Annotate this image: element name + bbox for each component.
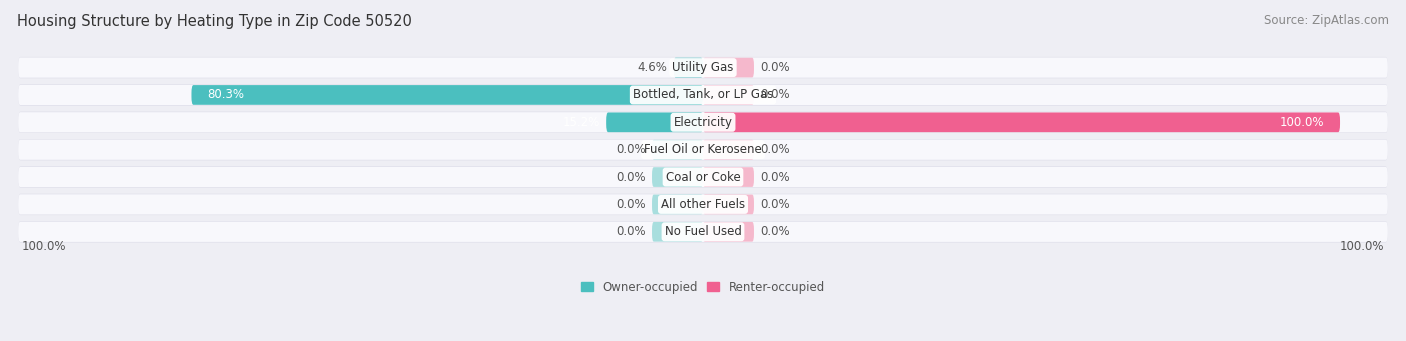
FancyBboxPatch shape bbox=[703, 195, 754, 214]
Text: Housing Structure by Heating Type in Zip Code 50520: Housing Structure by Heating Type in Zip… bbox=[17, 14, 412, 29]
FancyBboxPatch shape bbox=[18, 84, 1388, 106]
Text: Electricity: Electricity bbox=[673, 116, 733, 129]
FancyBboxPatch shape bbox=[703, 167, 754, 187]
FancyBboxPatch shape bbox=[703, 85, 754, 105]
FancyBboxPatch shape bbox=[18, 112, 1388, 132]
Text: Source: ZipAtlas.com: Source: ZipAtlas.com bbox=[1264, 14, 1389, 27]
Text: 0.0%: 0.0% bbox=[616, 170, 645, 183]
Text: Fuel Oil or Kerosene: Fuel Oil or Kerosene bbox=[644, 143, 762, 156]
FancyBboxPatch shape bbox=[191, 85, 703, 105]
Text: 0.0%: 0.0% bbox=[761, 198, 790, 211]
FancyBboxPatch shape bbox=[652, 222, 703, 242]
FancyBboxPatch shape bbox=[652, 195, 703, 214]
Text: 100.0%: 100.0% bbox=[21, 240, 66, 253]
FancyBboxPatch shape bbox=[18, 194, 1388, 214]
Text: All other Fuels: All other Fuels bbox=[661, 198, 745, 211]
FancyBboxPatch shape bbox=[652, 140, 703, 160]
Text: 100.0%: 100.0% bbox=[1340, 240, 1385, 253]
Text: 4.6%: 4.6% bbox=[637, 61, 668, 74]
FancyBboxPatch shape bbox=[18, 139, 1388, 160]
FancyBboxPatch shape bbox=[652, 167, 703, 187]
FancyBboxPatch shape bbox=[703, 58, 754, 77]
Text: Bottled, Tank, or LP Gas: Bottled, Tank, or LP Gas bbox=[633, 88, 773, 102]
FancyBboxPatch shape bbox=[606, 113, 703, 132]
Text: 0.0%: 0.0% bbox=[761, 143, 790, 156]
FancyBboxPatch shape bbox=[18, 57, 1388, 78]
FancyBboxPatch shape bbox=[18, 194, 1388, 215]
FancyBboxPatch shape bbox=[673, 58, 703, 77]
FancyBboxPatch shape bbox=[18, 139, 1388, 160]
Text: 0.0%: 0.0% bbox=[616, 143, 645, 156]
FancyBboxPatch shape bbox=[703, 140, 754, 160]
Text: Utility Gas: Utility Gas bbox=[672, 61, 734, 74]
Text: 0.0%: 0.0% bbox=[761, 170, 790, 183]
FancyBboxPatch shape bbox=[18, 57, 1388, 78]
Text: No Fuel Used: No Fuel Used bbox=[665, 225, 741, 238]
Text: 0.0%: 0.0% bbox=[761, 61, 790, 74]
Text: 0.0%: 0.0% bbox=[761, 88, 790, 102]
FancyBboxPatch shape bbox=[703, 222, 754, 242]
Text: 0.0%: 0.0% bbox=[761, 225, 790, 238]
Text: Coal or Coke: Coal or Coke bbox=[665, 170, 741, 183]
Text: 0.0%: 0.0% bbox=[616, 198, 645, 211]
Text: 100.0%: 100.0% bbox=[1279, 116, 1324, 129]
FancyBboxPatch shape bbox=[18, 221, 1388, 242]
FancyBboxPatch shape bbox=[18, 166, 1388, 188]
FancyBboxPatch shape bbox=[18, 222, 1388, 242]
Text: 80.3%: 80.3% bbox=[208, 88, 245, 102]
Text: 0.0%: 0.0% bbox=[616, 225, 645, 238]
FancyBboxPatch shape bbox=[18, 112, 1388, 133]
FancyBboxPatch shape bbox=[703, 113, 1340, 132]
FancyBboxPatch shape bbox=[18, 167, 1388, 187]
Legend: Owner-occupied, Renter-occupied: Owner-occupied, Renter-occupied bbox=[581, 281, 825, 294]
Text: 15.2%: 15.2% bbox=[562, 116, 600, 129]
FancyBboxPatch shape bbox=[18, 85, 1388, 105]
